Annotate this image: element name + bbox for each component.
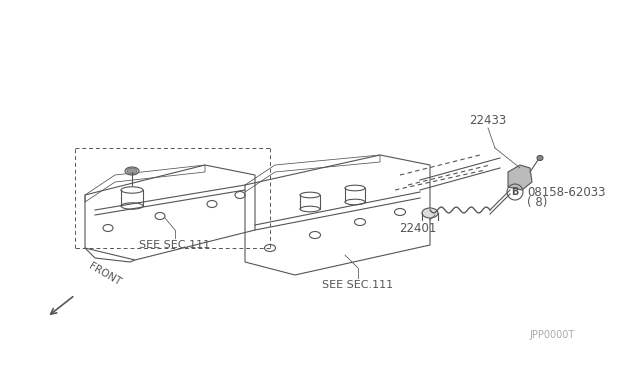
Ellipse shape (121, 203, 143, 209)
Ellipse shape (103, 224, 113, 231)
Text: SEE SEC.111: SEE SEC.111 (140, 240, 211, 250)
Text: 22433: 22433 (469, 114, 507, 127)
Ellipse shape (537, 155, 543, 160)
Ellipse shape (422, 208, 438, 218)
Text: B: B (511, 187, 518, 197)
Polygon shape (508, 165, 532, 190)
Ellipse shape (207, 201, 217, 208)
Text: FRONT: FRONT (87, 261, 122, 287)
Ellipse shape (125, 167, 139, 175)
Ellipse shape (300, 206, 320, 212)
Ellipse shape (355, 218, 365, 225)
Ellipse shape (155, 212, 165, 219)
Ellipse shape (127, 168, 137, 174)
Text: 08158-62033: 08158-62033 (527, 186, 605, 199)
Ellipse shape (394, 208, 406, 215)
Ellipse shape (310, 231, 321, 238)
Text: JPP0000T: JPP0000T (530, 330, 575, 340)
Text: SEE SEC.111: SEE SEC.111 (323, 280, 394, 290)
Ellipse shape (235, 192, 245, 199)
Ellipse shape (264, 244, 275, 251)
Text: 22401: 22401 (399, 222, 436, 235)
Text: ( 8): ( 8) (527, 196, 547, 208)
Ellipse shape (345, 199, 365, 205)
